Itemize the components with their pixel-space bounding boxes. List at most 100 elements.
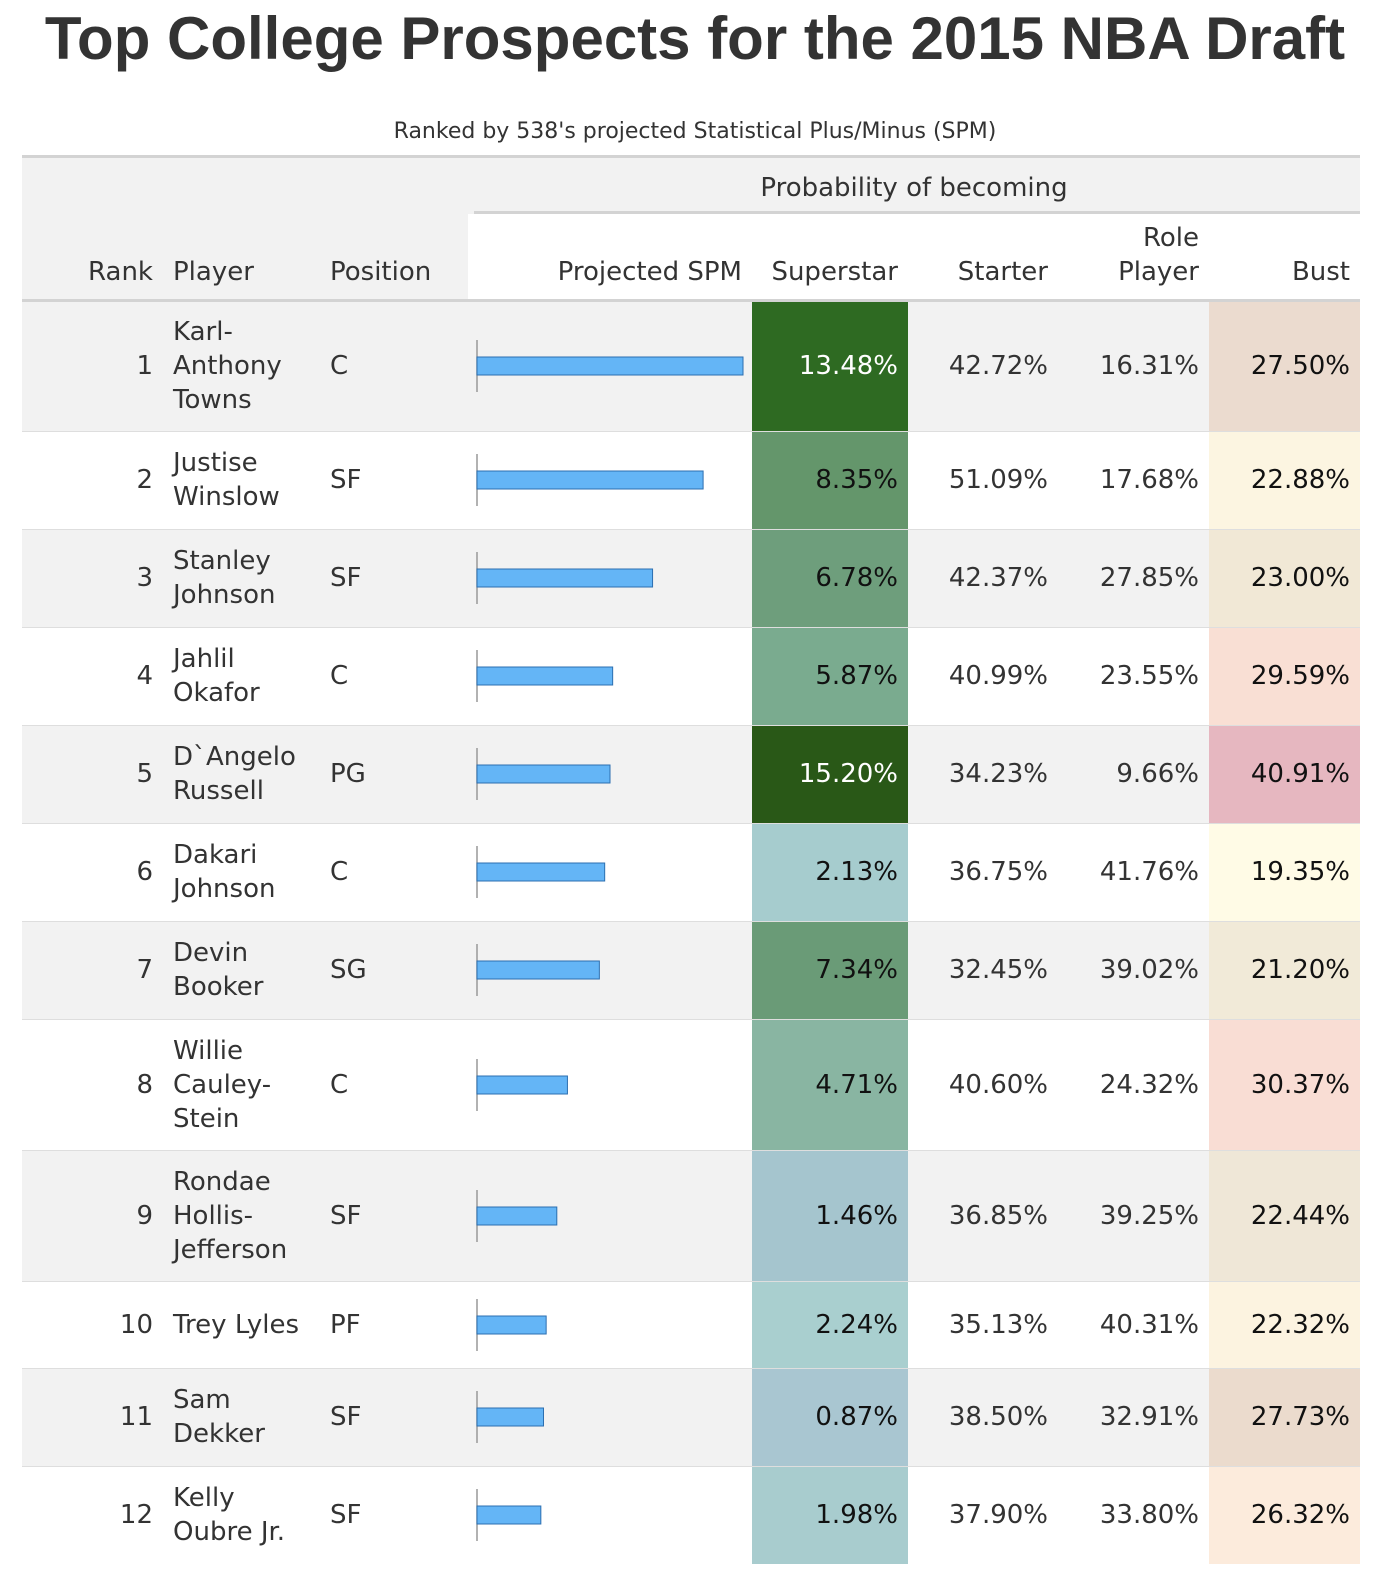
superstar-cell: 8.35% bbox=[752, 430, 908, 529]
position-cell: SF bbox=[320, 1367, 468, 1466]
spm-bar-chart bbox=[476, 1298, 547, 1351]
spm-bar bbox=[476, 1206, 558, 1225]
spm-bar-chart bbox=[476, 454, 704, 506]
player-cell: D`Angelo Russell bbox=[163, 724, 320, 823]
position-cell: SF bbox=[320, 430, 468, 529]
player-cell: Stanley Johnson bbox=[163, 528, 320, 627]
spm-bar bbox=[476, 1407, 544, 1427]
table-row: 7 Devin Booker SG 7.34% 32.45% 39.02% 21.20% bbox=[22, 920, 1360, 1019]
bust-cell: 26.32% bbox=[1209, 1465, 1360, 1564]
player-cell: Dakari Johnson bbox=[163, 822, 320, 921]
role-player-cell: 32.91% bbox=[1058, 1367, 1209, 1466]
bust-cell: 29.59% bbox=[1209, 626, 1360, 725]
column-header-spm: Projected SPM bbox=[468, 214, 752, 302]
column-header-bust: Bust bbox=[1209, 214, 1360, 302]
spm-bar-cell bbox=[468, 430, 752, 529]
table-row: 12 Kelly Oubre Jr. SF 1.98% 37.90% 33.80% 26.3… bbox=[22, 1465, 1360, 1564]
superstar-cell: 5.87% bbox=[752, 626, 908, 725]
rank-cell: 2 bbox=[22, 430, 163, 529]
spm-bar-cell bbox=[468, 1280, 752, 1368]
rank-cell: 5 bbox=[22, 724, 163, 823]
table-row: 3 Stanley Johnson SF 6.78% 42.37% 27.85% 23.00… bbox=[22, 528, 1360, 627]
starter-cell: 35.13% bbox=[908, 1280, 1058, 1368]
superstar-cell: 6.78% bbox=[752, 528, 908, 627]
rank-cell: 1 bbox=[22, 299, 163, 431]
spm-bar-cell bbox=[468, 299, 752, 431]
player-cell: Trey Lyles bbox=[163, 1280, 320, 1368]
spm-bar-chart bbox=[476, 1489, 542, 1542]
rank-cell: 3 bbox=[22, 528, 163, 627]
role-player-cell: 39.02% bbox=[1058, 920, 1209, 1019]
spm-bar-chart bbox=[476, 1189, 558, 1242]
spanner-header-row: Probability of becoming bbox=[22, 158, 1360, 214]
bust-cell: 19.35% bbox=[1209, 822, 1360, 921]
role-player-cell: 39.25% bbox=[1058, 1149, 1209, 1281]
role-player-cell: 17.68% bbox=[1058, 430, 1209, 529]
prospects-table: Probability of becoming Rank Player Posi… bbox=[22, 158, 1360, 1564]
starter-cell: 40.60% bbox=[908, 1018, 1058, 1150]
spm-bar bbox=[476, 470, 704, 490]
prospects-table-wrapper: Probability of becoming Rank Player Posi… bbox=[22, 155, 1360, 1564]
role-player-cell: 9.66% bbox=[1058, 724, 1209, 823]
spm-bar-cell bbox=[468, 822, 752, 921]
column-header-player: Player bbox=[163, 214, 320, 302]
player-cell: Kelly Oubre Jr. bbox=[163, 1465, 320, 1564]
chart-title: Top College Prospects for the 2015 NBA D… bbox=[44, 5, 1346, 72]
spm-bar-cell bbox=[468, 1465, 752, 1564]
position-cell: SG bbox=[320, 920, 468, 1019]
spm-bar-cell bbox=[468, 528, 752, 627]
bust-cell: 22.44% bbox=[1209, 1149, 1360, 1281]
table-body: 1 Karl-Anthony Towns C 13.48% 42.72% 16.31% 27… bbox=[22, 299, 1360, 1564]
position-cell: PG bbox=[320, 724, 468, 823]
spm-bar bbox=[476, 666, 614, 686]
position-cell: C bbox=[320, 1018, 468, 1150]
superstar-cell: 7.34% bbox=[752, 920, 908, 1019]
starter-cell: 42.72% bbox=[908, 299, 1058, 431]
column-header-row: Rank Player Position Projected SPM Super… bbox=[22, 214, 1360, 302]
column-header-position: Position bbox=[320, 214, 468, 302]
spm-bar bbox=[476, 960, 600, 980]
spm-bar bbox=[476, 1505, 542, 1525]
superstar-cell: 15.20% bbox=[752, 724, 908, 823]
spm-bar-chart bbox=[476, 1391, 544, 1443]
spm-bar bbox=[476, 1315, 547, 1334]
spanner-label: Probability of becoming bbox=[760, 173, 1068, 203]
rank-cell: 8 bbox=[22, 1018, 163, 1150]
bust-cell: 30.37% bbox=[1209, 1018, 1360, 1150]
role-player-cell: 16.31% bbox=[1058, 299, 1209, 431]
bust-cell: 27.50% bbox=[1209, 299, 1360, 431]
table-row: 10 Trey Lyles PF 2.24% 35.13% 40.31% 22.32% bbox=[22, 1280, 1360, 1368]
superstar-cell: 1.46% bbox=[752, 1149, 908, 1281]
column-header-superstar: Superstar bbox=[752, 214, 908, 302]
player-cell: Willie Cauley-Stein bbox=[163, 1018, 320, 1150]
table-row: 11 Sam Dekker SF 0.87% 38.50% 32.91% 27.73% bbox=[22, 1367, 1360, 1466]
spm-bar bbox=[476, 356, 744, 376]
rank-cell: 11 bbox=[22, 1367, 163, 1466]
spanner-rule bbox=[474, 211, 1360, 214]
rank-cell: 10 bbox=[22, 1280, 163, 1368]
starter-cell: 38.50% bbox=[908, 1367, 1058, 1466]
rank-cell: 9 bbox=[22, 1149, 163, 1281]
position-cell: C bbox=[320, 822, 468, 921]
column-header-rank: Rank bbox=[22, 214, 163, 302]
starter-cell: 40.99% bbox=[908, 626, 1058, 725]
rank-cell: 4 bbox=[22, 626, 163, 725]
role-player-cell: 40.31% bbox=[1058, 1280, 1209, 1368]
position-cell: C bbox=[320, 299, 468, 431]
spm-bar-cell bbox=[468, 724, 752, 823]
position-cell: SF bbox=[320, 528, 468, 627]
chart-subtitle: Ranked by 538's projected Statistical Pl… bbox=[393, 119, 997, 144]
starter-cell: 37.90% bbox=[908, 1465, 1058, 1564]
spm-bar-chart bbox=[476, 340, 744, 392]
spm-bar-cell bbox=[468, 1367, 752, 1466]
spm-bar-cell bbox=[468, 1149, 752, 1281]
bust-cell: 21.20% bbox=[1209, 920, 1360, 1019]
column-header-starter: Starter bbox=[908, 214, 1058, 302]
starter-cell: 32.45% bbox=[908, 920, 1058, 1019]
position-cell: SF bbox=[320, 1149, 468, 1281]
spm-bar-cell bbox=[468, 626, 752, 725]
spm-bar-cell bbox=[468, 920, 752, 1019]
table-top-rule bbox=[22, 155, 1360, 158]
table-row: 9 Rondae Hollis-Jefferson SF 1.46% 36.85% 39.… bbox=[22, 1149, 1360, 1281]
superstar-cell: 2.13% bbox=[752, 822, 908, 921]
